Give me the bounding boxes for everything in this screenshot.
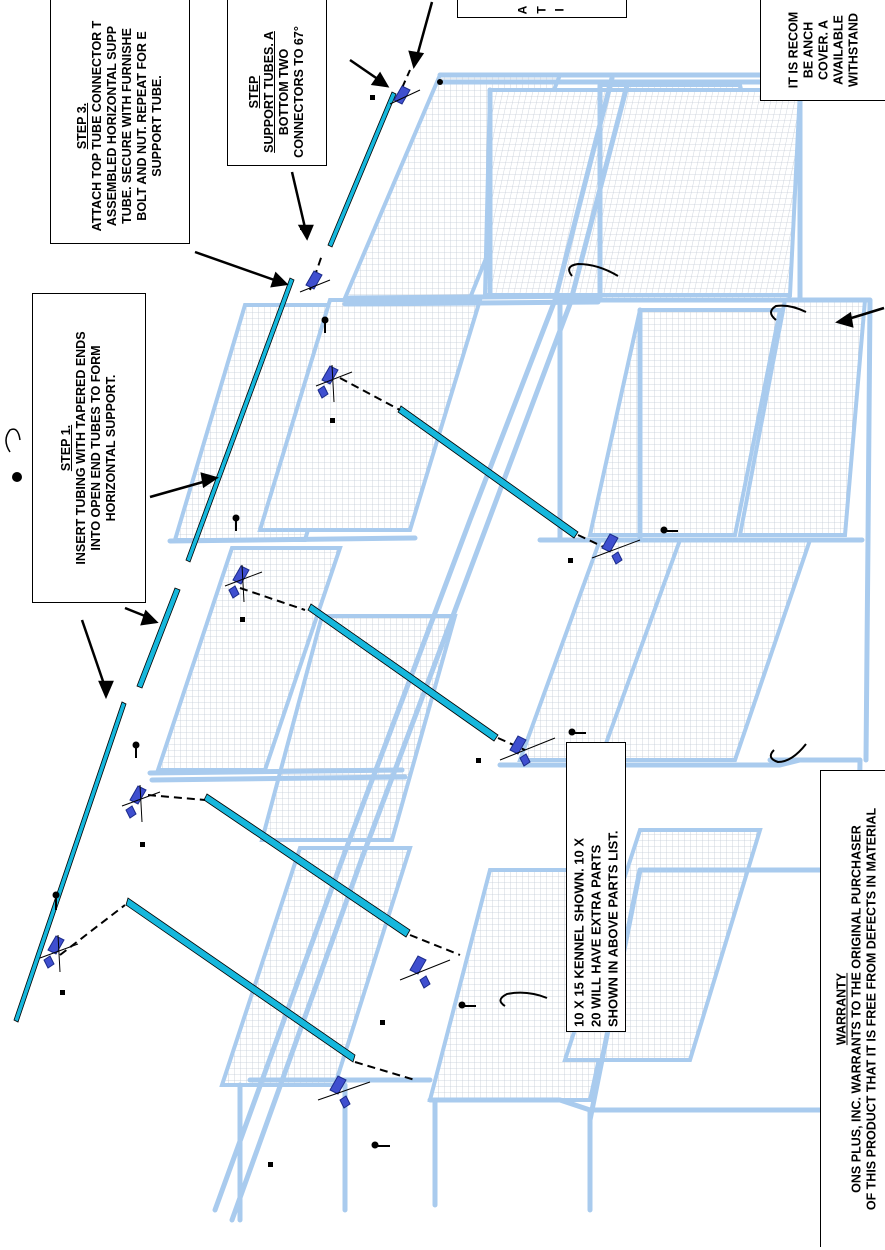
panel-left-5 bbox=[257, 298, 483, 532]
step3-line-2: ASSEMBLED HORIZONTAL SUPP bbox=[105, 25, 119, 226]
tube-short-1 bbox=[136, 587, 181, 689]
tube-diag-2 bbox=[203, 793, 411, 938]
connector-10 bbox=[601, 533, 623, 565]
warranty-note: WARRANTY ONS PLUS, INC. WARRANTS TO THE … bbox=[820, 770, 885, 1247]
anchor-line-4: AVAILABLE bbox=[831, 14, 845, 85]
anchor-line-5: WITHSTAND bbox=[846, 12, 860, 87]
kennel-line-2: 20 WILL HAVE EXTRA PARTS bbox=[588, 844, 604, 1027]
step2-line-2: BOTTOM TWO bbox=[277, 48, 291, 136]
anchor-note: IT IS RECOM BE ANCH COVER. A AVAILABLE W… bbox=[760, 0, 885, 101]
top-note-line-3: I bbox=[552, 8, 567, 12]
tube-diag-4 bbox=[397, 405, 579, 539]
warranty-line-1: ONS PLUS, INC. WARRANTS TO THE ORIGINAL … bbox=[849, 825, 864, 1193]
tube-short-2 bbox=[327, 91, 397, 248]
anchor-line-2: BE ANCH bbox=[801, 21, 815, 78]
tube-long-1 bbox=[13, 701, 127, 1023]
kennel-panels bbox=[155, 73, 868, 1102]
step3-heading: STEP 3. bbox=[75, 102, 89, 150]
top-note-line-1: A bbox=[515, 5, 530, 15]
step3-note: STEP 3. ATTACH TOP TUBE CONNECTOR T ASSE… bbox=[50, 0, 190, 244]
top-note: A T I bbox=[457, 0, 627, 18]
warranty-heading: WARRANTY bbox=[834, 972, 849, 1046]
tube-long-2 bbox=[185, 277, 295, 563]
step1-heading: STEP 1. bbox=[59, 424, 73, 472]
connectors bbox=[39, 69, 641, 1109]
anchor-line-1: IT IS RECOM bbox=[786, 11, 800, 88]
tube-diag-1 bbox=[125, 897, 356, 1063]
hooks bbox=[499, 262, 807, 1007]
step1-line-1: INSERT TUBING WITH TAPERED ENDS bbox=[74, 331, 88, 565]
connector-2 bbox=[125, 785, 147, 819]
top-note-line-2: T bbox=[534, 6, 549, 14]
step3-line-3: TUBE. SECURE WITH FURNISHE bbox=[120, 27, 134, 224]
warranty-line-2: OF THIS PRODUCT THAT IT IS FREE FROM DEF… bbox=[864, 807, 879, 1211]
connector-3 bbox=[228, 565, 250, 599]
connector-7 bbox=[329, 1075, 351, 1109]
connector-4 bbox=[317, 365, 339, 399]
kennel-note: 10 X 15 KENNEL SHOWN. 10 X 20 WILL HAVE … bbox=[566, 742, 626, 1032]
step2-heading: STEP bbox=[247, 75, 261, 109]
hardware bbox=[52, 79, 678, 1167]
anchor-line-3: COVER. A bbox=[816, 19, 830, 80]
step1-line-2: INTO OPEN END TUBES TO FORM bbox=[89, 345, 103, 551]
step2-line-3: CONNECTORS TO 67° bbox=[292, 26, 306, 158]
step1-note: STEP 1. INSERT TUBING WITH TAPERED ENDS … bbox=[32, 293, 146, 603]
step3-line-4: BOLT AND NUT. REPEAT FOR E bbox=[135, 31, 149, 221]
connector-8 bbox=[409, 955, 431, 989]
step3-line-1: ATTACH TOP TUBE CONNECTOR T bbox=[90, 20, 104, 232]
connector-6 bbox=[393, 85, 411, 105]
step2-line-1: SUPPORT TUBES. A bbox=[262, 31, 276, 153]
step2-note: STEP SUPPORT TUBES. A BOTTOM TWO CONNECT… bbox=[227, 0, 327, 166]
support-tubes bbox=[13, 91, 579, 1063]
step1-line-3: HORIZONTAL SUPPORT. bbox=[104, 374, 118, 522]
leader-arrows bbox=[80, 1, 885, 700]
connector-1 bbox=[43, 935, 65, 969]
panel-left-1 bbox=[219, 846, 413, 1087]
tube-diag-3 bbox=[307, 603, 499, 742]
panel-gate bbox=[482, 88, 803, 297]
step3-line-5: SUPPORT TUBE. bbox=[150, 75, 164, 177]
kennel-line-1: 10 X 15 KENNEL SHOWN. 10 X bbox=[571, 837, 587, 1027]
kennel-line-3: SHOWN IN ABOVE PARTS LIST. bbox=[605, 830, 621, 1027]
connector-9 bbox=[509, 735, 531, 767]
